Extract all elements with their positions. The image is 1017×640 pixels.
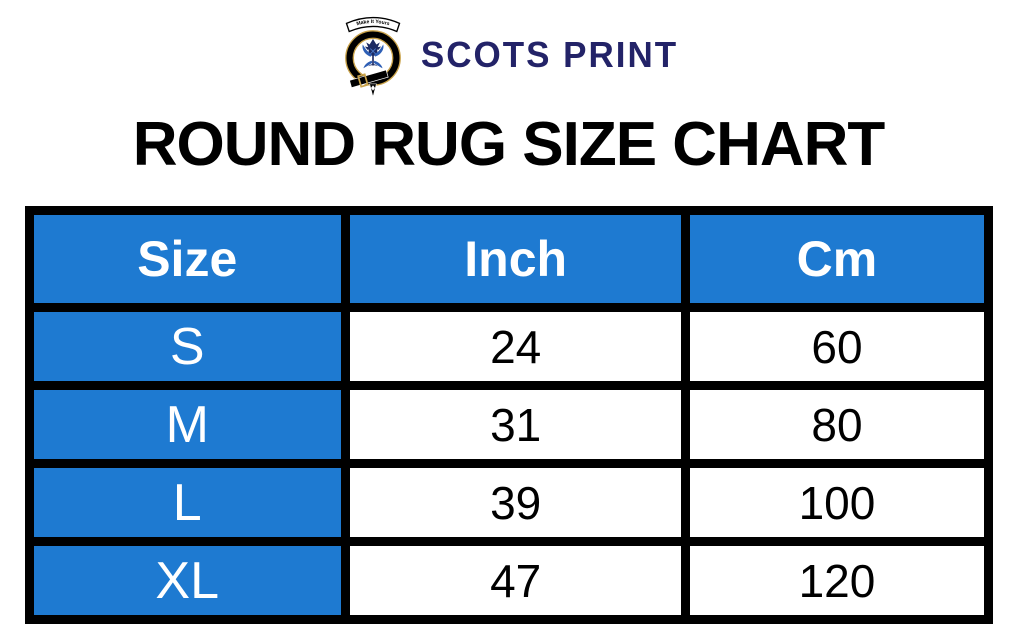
table-row-l: L 39 100 bbox=[24, 459, 993, 546]
cm-value: 60 bbox=[681, 303, 993, 390]
size-value: M bbox=[24, 381, 350, 468]
column-header-size: Size bbox=[24, 206, 350, 312]
inch-value: 31 bbox=[340, 381, 691, 468]
cm-value: 100 bbox=[681, 459, 993, 546]
size-value: XL bbox=[24, 537, 350, 624]
size-chart-table: Size Inch Cm S 24 60 M 31 80 L 39 100 bbox=[24, 206, 993, 624]
clan-crest-thistle-icon: Make It Yours bbox=[344, 16, 401, 98]
crest-buckle-strap bbox=[348, 69, 389, 89]
crest-strap-tip bbox=[369, 83, 377, 98]
brand-name: SCOTS PRINT bbox=[420, 35, 679, 76]
table-row-xl: XL 47 120 bbox=[24, 537, 993, 624]
table-header-row: Size Inch Cm bbox=[24, 206, 993, 312]
size-value: L bbox=[24, 459, 350, 546]
inch-value: 39 bbox=[340, 459, 691, 546]
table-row-m: M 31 80 bbox=[24, 381, 993, 468]
crest-banner: Make It Yours bbox=[345, 16, 401, 33]
table-row-s: S 24 60 bbox=[24, 303, 993, 390]
page-title: ROUND RUG SIZE CHART bbox=[132, 110, 886, 179]
crest-banner-text: Make It Yours bbox=[356, 19, 390, 27]
inch-value: 47 bbox=[340, 537, 691, 624]
size-value: S bbox=[24, 303, 350, 390]
inch-value: 24 bbox=[340, 303, 691, 390]
column-header-inch: Inch bbox=[340, 206, 691, 312]
column-header-cm: Cm bbox=[681, 206, 993, 312]
cm-value: 120 bbox=[681, 537, 993, 624]
svg-text:Make It Yours: Make It Yours bbox=[356, 19, 390, 27]
thistle-icon bbox=[362, 39, 384, 69]
brand-header: Make It Yours bbox=[0, 0, 1017, 102]
cm-value: 80 bbox=[681, 381, 993, 468]
